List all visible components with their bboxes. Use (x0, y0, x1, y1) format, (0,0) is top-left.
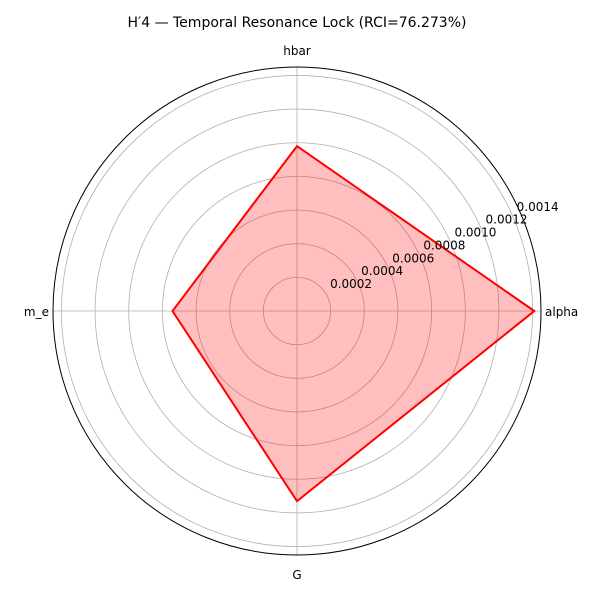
radial-tick-label: 0.0002 (330, 277, 372, 291)
axis-label-hbar: hbar (283, 44, 311, 58)
chart-title: H′4 — Temporal Resonance Lock (RCI=76.27… (128, 15, 467, 31)
radial-tick-label: 0.0008 (423, 238, 465, 252)
axis-label-m_e: m_e (24, 305, 49, 319)
radial-tick-label: 0.0006 (392, 251, 434, 265)
radial-tick-label: 0.0014 (517, 200, 559, 214)
series-layer (171, 144, 536, 503)
radial-tick-label: 0.0004 (361, 264, 403, 278)
radial-tick-label: 0.0010 (454, 226, 496, 240)
axis-labels: alpha hbar m_e G (24, 44, 578, 582)
outer-frame (52, 66, 542, 556)
radial-tick-labels: 0.00020.00040.00060.00080.00100.00120.00… (330, 200, 559, 291)
series-polygon-0 (171, 144, 536, 503)
axis-label-alpha: alpha (545, 305, 578, 319)
radial-tick-label: 0.0012 (486, 213, 528, 227)
axis-label-G: G (292, 568, 301, 582)
